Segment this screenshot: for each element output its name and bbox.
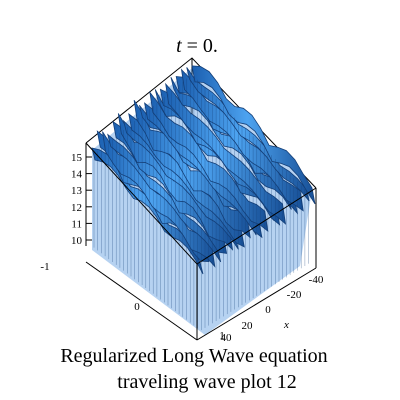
z-tick-label: 12 <box>71 202 82 214</box>
caption-line-1: Regularized Long Wave equation <box>60 345 327 367</box>
wave-surface <box>91 65 316 335</box>
z-axis: 10 11 12 13 14 15 <box>71 152 92 247</box>
z-tick-label: 10 <box>71 235 83 247</box>
x-tick-label: 0 <box>265 304 271 316</box>
z-tick-label: 14 <box>71 169 83 181</box>
y-tick-label: 0 <box>134 301 140 313</box>
x-tick-label: -40 <box>309 274 324 286</box>
wave-ridge <box>91 147 204 275</box>
wave-ridge <box>165 82 287 225</box>
chart-title: t = 0. <box>176 35 218 57</box>
z-tick-label: 13 <box>71 185 83 197</box>
z-tick-label: 11 <box>71 218 82 230</box>
x-axis-line <box>196 267 317 341</box>
x-tick-label: 40 <box>221 332 233 344</box>
x-tick-label: -20 <box>287 289 302 301</box>
x-axis: x -40 -20 0 20 40 <box>196 267 324 344</box>
y-tick-label: -1 <box>40 261 49 273</box>
caption-line-2: traveling wave plot 12 <box>117 371 296 393</box>
x-tick-label: 20 <box>242 320 254 332</box>
x-axis-label: x <box>283 319 289 331</box>
z-tick-label: 15 <box>71 152 83 164</box>
wave-ridge <box>191 65 316 205</box>
y-axis: -1 0 1 <box>40 261 224 342</box>
y-axis-line <box>85 261 198 341</box>
y-tick-label: 1 <box>219 330 225 342</box>
